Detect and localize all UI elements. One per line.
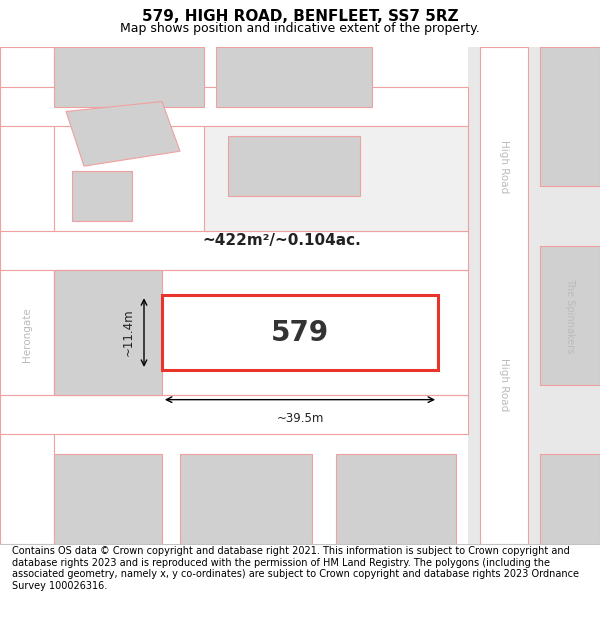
Text: High Road: High Road — [499, 139, 509, 192]
Text: 579, HIGH ROAD, BENFLEET, SS7 5RZ: 579, HIGH ROAD, BENFLEET, SS7 5RZ — [142, 9, 458, 24]
Text: 579: 579 — [271, 319, 329, 347]
Polygon shape — [72, 171, 132, 221]
Polygon shape — [228, 136, 360, 196]
Polygon shape — [162, 295, 438, 370]
Polygon shape — [0, 87, 468, 126]
Polygon shape — [54, 47, 204, 106]
Polygon shape — [0, 395, 468, 434]
Polygon shape — [480, 47, 528, 544]
Polygon shape — [66, 101, 180, 166]
Text: ~11.4m: ~11.4m — [122, 309, 135, 356]
Text: Map shows position and indicative extent of the property.: Map shows position and indicative extent… — [120, 22, 480, 35]
Text: High Road: High Road — [499, 358, 509, 411]
Text: ~422m²/~0.104ac.: ~422m²/~0.104ac. — [203, 233, 361, 248]
Polygon shape — [54, 454, 162, 544]
Polygon shape — [468, 47, 600, 544]
Text: ~39.5m: ~39.5m — [277, 412, 323, 425]
Polygon shape — [180, 454, 312, 544]
Polygon shape — [54, 271, 162, 395]
Text: Herongate: Herongate — [22, 308, 32, 362]
Polygon shape — [336, 454, 456, 544]
Polygon shape — [216, 47, 372, 106]
Polygon shape — [540, 246, 600, 385]
Text: Contains OS data © Crown copyright and database right 2021. This information is : Contains OS data © Crown copyright and d… — [12, 546, 579, 591]
Polygon shape — [204, 126, 468, 231]
Polygon shape — [0, 47, 54, 544]
Polygon shape — [540, 454, 600, 544]
Polygon shape — [0, 231, 468, 271]
Polygon shape — [540, 47, 600, 186]
Text: The Spinnakers: The Spinnakers — [565, 278, 575, 352]
